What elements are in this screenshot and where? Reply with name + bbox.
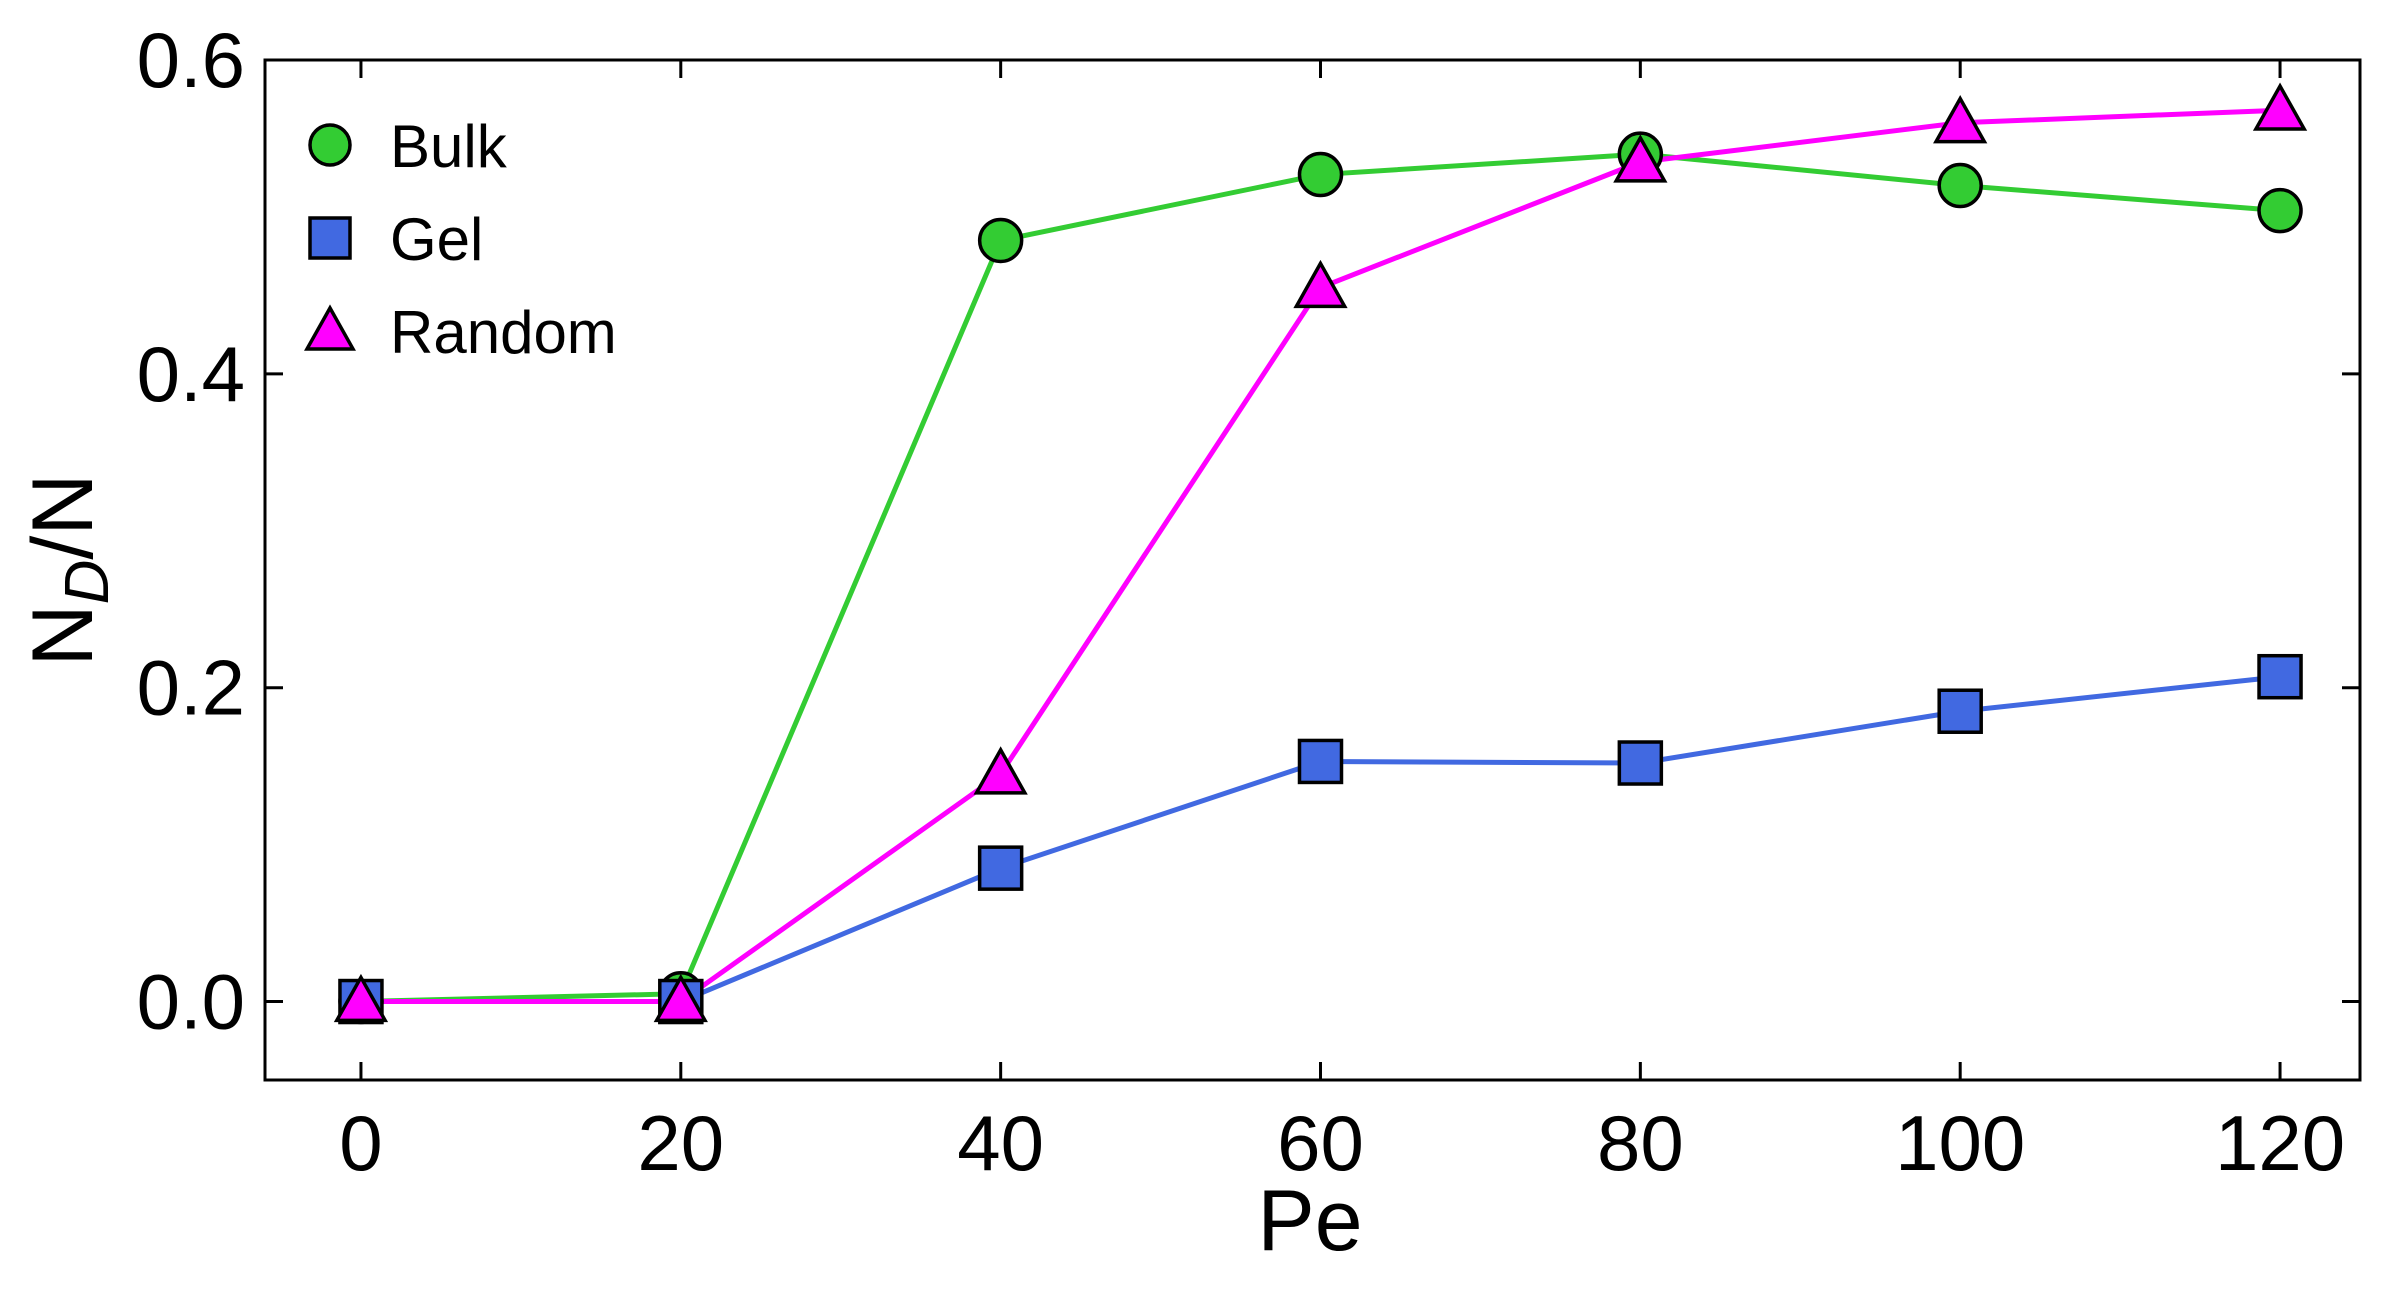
data-point-bulk (1297, 151, 1344, 198)
plot-layer (333, 82, 2308, 1025)
y-axis-title-tail: /N (15, 474, 111, 560)
series-line-random (360, 107, 2281, 1005)
legend-label-random: Random (390, 299, 617, 366)
y-axis-title-sub: D (53, 560, 122, 605)
series-line-gel (360, 674, 2281, 1005)
legend-marker-gel (308, 216, 352, 260)
y-tick-label: 0.4 (137, 330, 245, 418)
y-axis-title-main: N (15, 604, 111, 666)
data-point-gel (977, 845, 1024, 891)
data-point-random (1613, 134, 1668, 183)
x-tick-label: 100 (1895, 1099, 2025, 1187)
x-tick-label: 40 (957, 1099, 1044, 1187)
y-tick-label: 0.0 (137, 958, 245, 1046)
legend-marker-random (304, 304, 356, 351)
y-tick-label: 0.2 (137, 644, 245, 732)
x-tick-label: 120 (2215, 1099, 2345, 1187)
x-tick-label: 20 (637, 1099, 724, 1187)
x-tick-label: 0 (339, 1099, 382, 1187)
y-tick-label: 0.6 (137, 16, 245, 104)
data-point-random (653, 973, 708, 1023)
plot-frame (263, 58, 2362, 1082)
x-tick-label: 60 (1277, 1099, 1364, 1187)
data-point-bulk (1937, 162, 1983, 209)
data-point-gel (2257, 653, 2303, 700)
legend-marker-bulk (308, 123, 352, 167)
data-point-bulk (977, 217, 1024, 264)
y-axis-title: ND/N (15, 474, 122, 667)
legend-label-bulk: Bulk (390, 113, 508, 180)
x-axis-title: Pe (1257, 1173, 1362, 1269)
legend: Bulk Gel Random (304, 113, 617, 366)
data-point-random (1293, 259, 1348, 309)
data-point-bulk (2257, 187, 2303, 234)
legend-label-gel: Gel (390, 206, 483, 273)
data-point-random (973, 746, 1028, 795)
x-tick-label: 80 (1597, 1099, 1684, 1187)
data-point-gel (1617, 740, 1664, 786)
data-point-gel (1937, 688, 1983, 734)
axes-layer: 0 20 40 60 80 100 120 0.0 0.2 0.4 0.6 (137, 16, 2362, 1187)
data-point-gel (1297, 738, 1344, 785)
data-point-random (333, 973, 389, 1023)
data-point-random (1933, 95, 1988, 144)
data-point-random (2252, 82, 2308, 131)
